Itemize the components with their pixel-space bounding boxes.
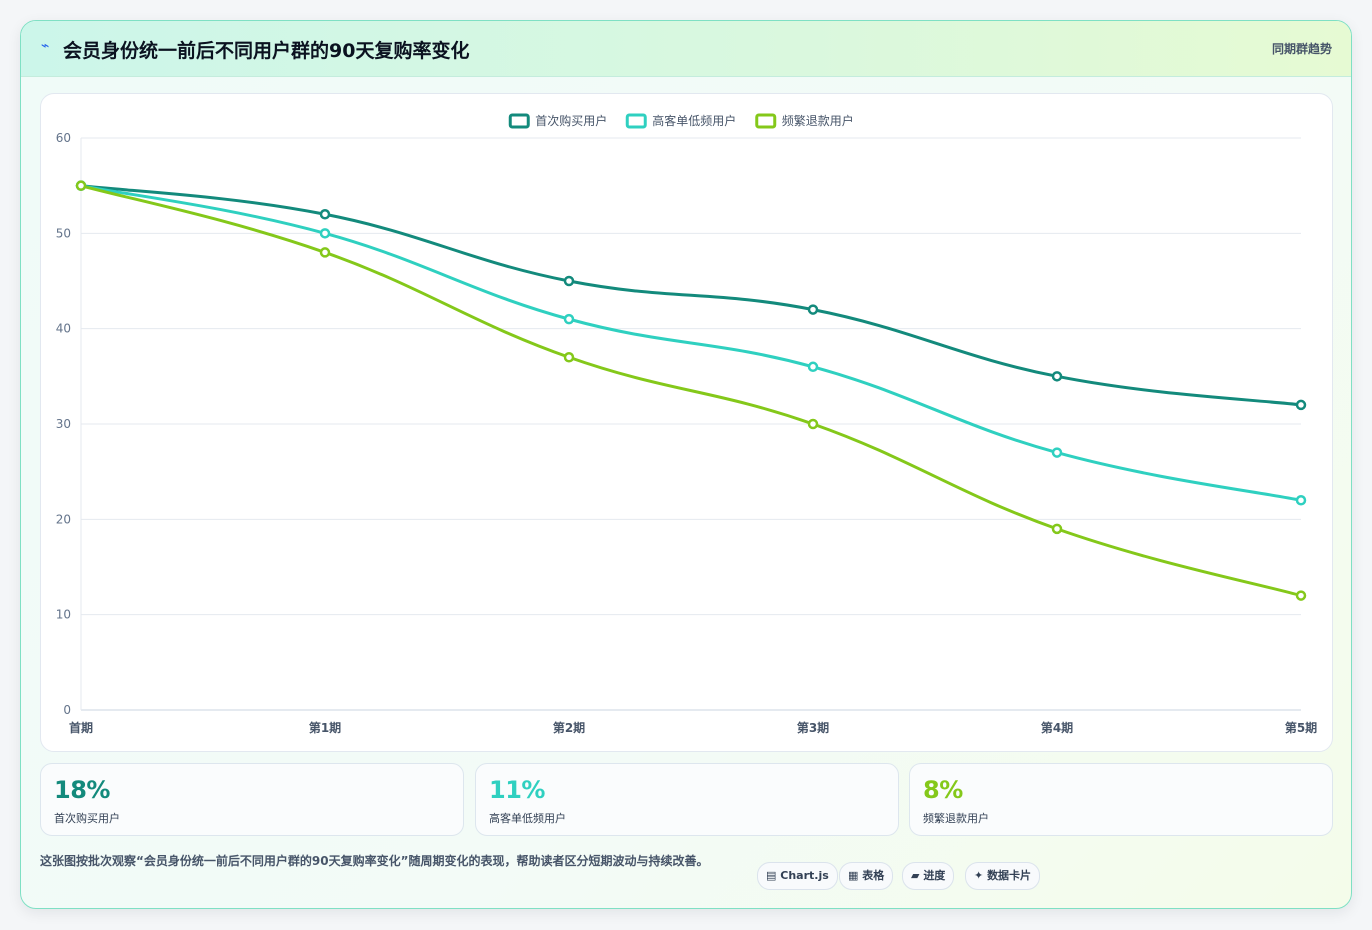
header-tag: 同期群趋势: [1271, 42, 1332, 56]
x-tick-label: 第4期: [1041, 720, 1073, 735]
y-tick-label: 10: [56, 608, 71, 622]
progress-icon: ▰: [911, 869, 920, 882]
card-header: ⌁ 会员身份统一前后不同用户群的90天复购率变化 同期群趋势: [21, 21, 1351, 77]
legend-swatch: [625, 113, 647, 129]
y-tick-label: 30: [56, 417, 71, 431]
chip-data-card[interactable]: ✦ 数据卡片: [965, 862, 1041, 890]
y-tick-label: 0: [63, 703, 71, 717]
data-point: [75, 180, 87, 191]
data-point: [1051, 523, 1063, 535]
data-point: [563, 275, 575, 287]
chip-label: Chart.js: [780, 869, 829, 882]
stat-value: 18%: [54, 776, 110, 804]
legend-label: 频繁退款用户: [782, 113, 854, 128]
data-point: [1295, 495, 1307, 506]
data-point: [319, 247, 331, 258]
x-tick-label: 第2期: [553, 720, 585, 735]
y-tick-label: 60: [56, 131, 71, 145]
data-point: [807, 304, 819, 315]
chip-table[interactable]: ▦ 表格: [839, 862, 894, 890]
stat-cards: 18% 首次购买用户 11% 高客单低频用户 8% 频繁退款用户: [40, 763, 1333, 836]
stat-card: 18% 首次购买用户: [40, 763, 464, 836]
stat-label: 首次购买用户: [54, 812, 120, 825]
y-tick-label: 50: [56, 226, 71, 240]
chart-icon: ▤: [766, 869, 777, 882]
data-point: [319, 228, 331, 239]
x-tick-label: 第5期: [1285, 720, 1317, 735]
lightning-icon: ⌁: [41, 38, 50, 54]
legend-swatch: [755, 113, 777, 129]
data-point: [1295, 590, 1307, 601]
x-tick-label: 首期: [69, 720, 93, 735]
series-line: [79, 184, 1303, 407]
data-point: [563, 313, 575, 325]
data-point: [807, 361, 819, 373]
card-icon: ✦: [974, 869, 984, 882]
data-point: [1051, 447, 1063, 458]
x-tick-label: 第1期: [309, 720, 341, 735]
stat-card: 11% 高客单低频用户: [475, 763, 899, 836]
data-point: [563, 352, 575, 363]
stat-card: 8% 频繁退款用户: [909, 763, 1333, 836]
legend-swatch: [508, 113, 530, 129]
y-tick-label: 20: [56, 512, 71, 526]
stat-value: 8%: [923, 776, 963, 804]
data-point: [1295, 399, 1307, 411]
chip-label: 数据卡片: [987, 869, 1032, 882]
y-tick-label: 40: [56, 322, 71, 336]
data-point: [1051, 371, 1063, 382]
chart-description: 这张图按批次观察“会员身份统一前后不同用户群的90天复购率变化”随周期变化的表现…: [40, 854, 709, 868]
legend-label: 首次购买用户: [535, 113, 607, 128]
stat-label: 高客单低频用户: [489, 812, 566, 825]
legend-label: 高客单低频用户: [652, 113, 736, 128]
chart-card: ⌁ 会员身份统一前后不同用户群的90天复购率变化 同期群趋势 0 10 20 30 40…: [20, 20, 1352, 909]
chip-chartjs[interactable]: ▤ Chart.js: [757, 862, 838, 890]
stat-value: 11%: [489, 776, 545, 804]
stat-label: 频繁退款用户: [923, 812, 989, 825]
chart-panel: 0 10 20 30 40 50 60 首期 第1期 第2期 第3期 第4期 第5期 首次购买用户 高客单低…: [40, 93, 1333, 752]
data-point: [807, 418, 819, 430]
series-line: [79, 184, 1303, 502]
chip-label: 表格: [862, 869, 885, 882]
series-line: [79, 184, 1303, 598]
table-icon: ▦: [848, 869, 859, 882]
chip-progress[interactable]: ▰ 进度: [902, 862, 955, 890]
x-tick-label: 第3期: [797, 720, 829, 735]
line-chart: 0 10 20 30 40 50 60 首期 第1期 第2期 第3期 第4期 第5期 首次购买用户 高客单低…: [56, 113, 1317, 735]
chip-label: 进度: [923, 869, 946, 882]
chart-title: 会员身份统一前后不同用户群的90天复购率变化: [63, 40, 470, 62]
data-point: [319, 209, 331, 220]
